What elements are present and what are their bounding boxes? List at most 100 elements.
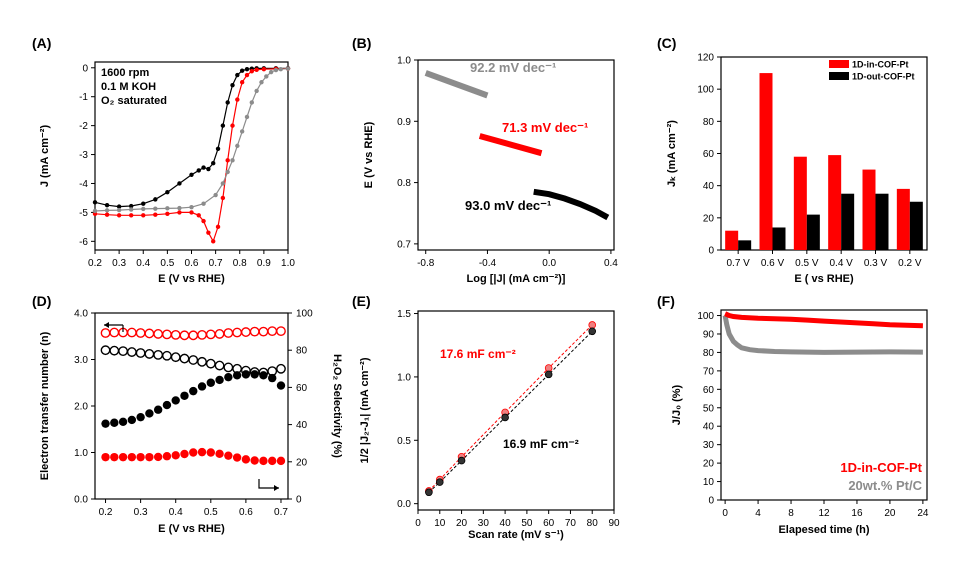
panel-E: (E) Scan rate (mV s⁻¹) 1/2 |J₂-J₁| (mA cm⁻…	[352, 293, 620, 541]
data-point	[215, 375, 224, 385]
y-tick-label: 1.0	[397, 372, 411, 383]
x-tick-label: 0.6	[185, 258, 199, 269]
y-tick-label: -6	[79, 237, 88, 248]
annotation: O₂ saturated	[101, 95, 167, 107]
bar	[759, 73, 773, 250]
data-point	[211, 161, 216, 166]
x-tick-label: 0.7 V	[726, 258, 750, 269]
stability-curve	[724, 311, 923, 329]
y-tick-label: 1.0	[397, 56, 411, 67]
data-point	[126, 347, 137, 357]
data-point	[201, 165, 206, 170]
bar	[806, 214, 820, 250]
data-point	[144, 328, 155, 339]
y-tick-label: 40	[703, 422, 715, 433]
data-point	[273, 67, 279, 73]
legend-label: 1D-in-COF-Pt	[840, 460, 922, 475]
y-tick-label: 100	[697, 85, 714, 96]
x-tick-label: 0.6	[239, 507, 253, 518]
data-point	[110, 418, 119, 427]
x-tick-label: 0.7	[274, 507, 288, 518]
y-tick-label: 100	[697, 311, 714, 322]
data-point	[249, 69, 255, 74]
y-tick-label: 0.0	[397, 499, 411, 510]
capacitance-fit-line	[428, 324, 593, 492]
data-point	[136, 452, 145, 462]
x-tick-label: 8	[788, 508, 794, 519]
data-point	[214, 360, 225, 371]
x-tick-label: 0.5 V	[795, 258, 819, 269]
data-point	[126, 327, 137, 338]
bar	[772, 227, 786, 250]
data-point	[141, 206, 146, 212]
plot-frame	[720, 56, 928, 251]
data-point	[196, 213, 201, 218]
y-axis-label: J (mA cm⁻²)	[39, 125, 51, 188]
data-point	[285, 66, 291, 71]
data-point	[215, 449, 224, 459]
data-point	[239, 129, 245, 134]
data-point	[162, 350, 172, 361]
x-tick-label: 40	[500, 518, 512, 529]
plot-frame	[417, 59, 615, 251]
data-point	[268, 456, 277, 466]
y-tick-label-right: 100	[296, 309, 313, 320]
x-tick-label: 60	[543, 518, 555, 529]
y-tick-label: 10	[703, 477, 715, 488]
y-tick-label-right: 0	[296, 495, 302, 506]
data-point	[232, 453, 242, 462]
data-point	[170, 329, 181, 340]
panel-label: (E)	[352, 293, 371, 309]
x-tick-label: 0.0	[542, 258, 556, 269]
data-point	[235, 143, 240, 149]
y-tick-label: 90	[703, 329, 715, 340]
data-point	[206, 230, 211, 235]
data-point	[145, 452, 154, 462]
y-axis-label: 1/2 |J₂-J₁| (mA cm⁻²)	[359, 357, 371, 463]
data-point	[232, 327, 243, 338]
legend-label: 1D-in-COF-Pt	[852, 60, 909, 70]
data-point	[101, 419, 110, 428]
data-point	[268, 69, 274, 75]
data-point	[276, 326, 286, 337]
tafel-slope-label: 93.0 mV dec⁻¹	[465, 198, 551, 213]
capacitance-label: 16.9 mF cm⁻²	[503, 437, 579, 451]
data-point	[128, 207, 134, 212]
data-point	[241, 455, 251, 464]
x-tick-label: 24	[917, 508, 929, 519]
y-axis-label: Electron transfer number (n)	[39, 331, 51, 480]
data-point	[225, 169, 230, 175]
data-point	[153, 405, 163, 414]
data-point	[501, 413, 509, 422]
data-point	[153, 452, 163, 462]
x-tick-label: 0.9	[257, 258, 271, 269]
data-point	[261, 67, 267, 72]
panel-F: (F) Elapesed time (h) J/J₀ (%) 0 4 8 12 16 20 24 0…	[657, 293, 929, 536]
x-tick-label: 90	[608, 518, 620, 529]
y-tick-label: -2	[79, 121, 88, 132]
data-point	[239, 68, 245, 73]
data-point	[240, 327, 251, 337]
annotation: 0.1 M KOH	[101, 81, 156, 93]
data-point	[179, 353, 190, 364]
data-point	[109, 345, 120, 356]
x-tick-label: -0.4	[479, 258, 497, 269]
bar	[738, 240, 752, 250]
y-tick-label: 2.0	[74, 402, 88, 413]
data-point	[92, 208, 98, 214]
data-point	[109, 327, 120, 338]
x-tick-label: 4	[755, 508, 761, 519]
x-tick-label: 80	[587, 518, 599, 529]
y-tick-label: 80	[703, 117, 715, 128]
data-point	[180, 449, 189, 459]
data-point	[197, 382, 207, 391]
data-point	[259, 80, 264, 85]
data-point	[267, 326, 278, 337]
data-point	[254, 88, 259, 94]
x-tick-label: 0.3	[134, 507, 148, 518]
x-tick-label: 0.3	[112, 258, 126, 269]
data-point	[213, 192, 218, 198]
x-axis-label: Log [|J| (mA cm⁻²)]	[467, 273, 566, 285]
data-point	[118, 452, 128, 462]
